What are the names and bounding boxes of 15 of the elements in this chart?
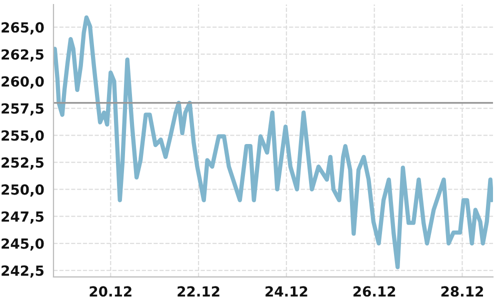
y-tick-label: 260,0 — [2, 76, 44, 88]
y-tick-label: 257,5 — [2, 103, 44, 116]
x-tick-label: 22.12 — [178, 286, 220, 296]
x-tick-label: 20.12 — [90, 286, 132, 297]
y-tick-label: 247,5 — [2, 211, 44, 224]
y-tick-label: 242,5 — [2, 265, 44, 278]
y-tick-label: 250,0 — [2, 184, 44, 197]
y-tick-label: 245,0 — [2, 238, 44, 251]
x-tick-label: 24.12 — [266, 286, 308, 296]
y-tick-label: 265,0 — [2, 22, 44, 34]
y-tick-label: 262,5 — [2, 49, 44, 62]
x-tick-label: 26.12 — [353, 286, 396, 297]
x-tick-label: 28.12 — [441, 286, 483, 297]
y-tick-label: 255,0 — [2, 130, 44, 143]
y-tick-label: 252,5 — [2, 157, 44, 170]
